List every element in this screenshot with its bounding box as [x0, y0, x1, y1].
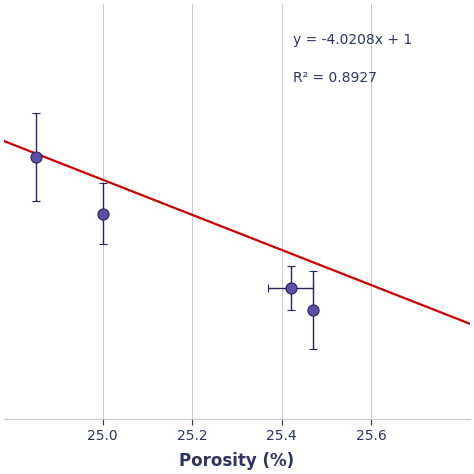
Text: y = -4.0208x + 1: y = -4.0208x + 1 — [293, 33, 412, 47]
Text: R² = 0.8927: R² = 0.8927 — [293, 71, 377, 84]
X-axis label: Porosity (%): Porosity (%) — [180, 452, 294, 470]
